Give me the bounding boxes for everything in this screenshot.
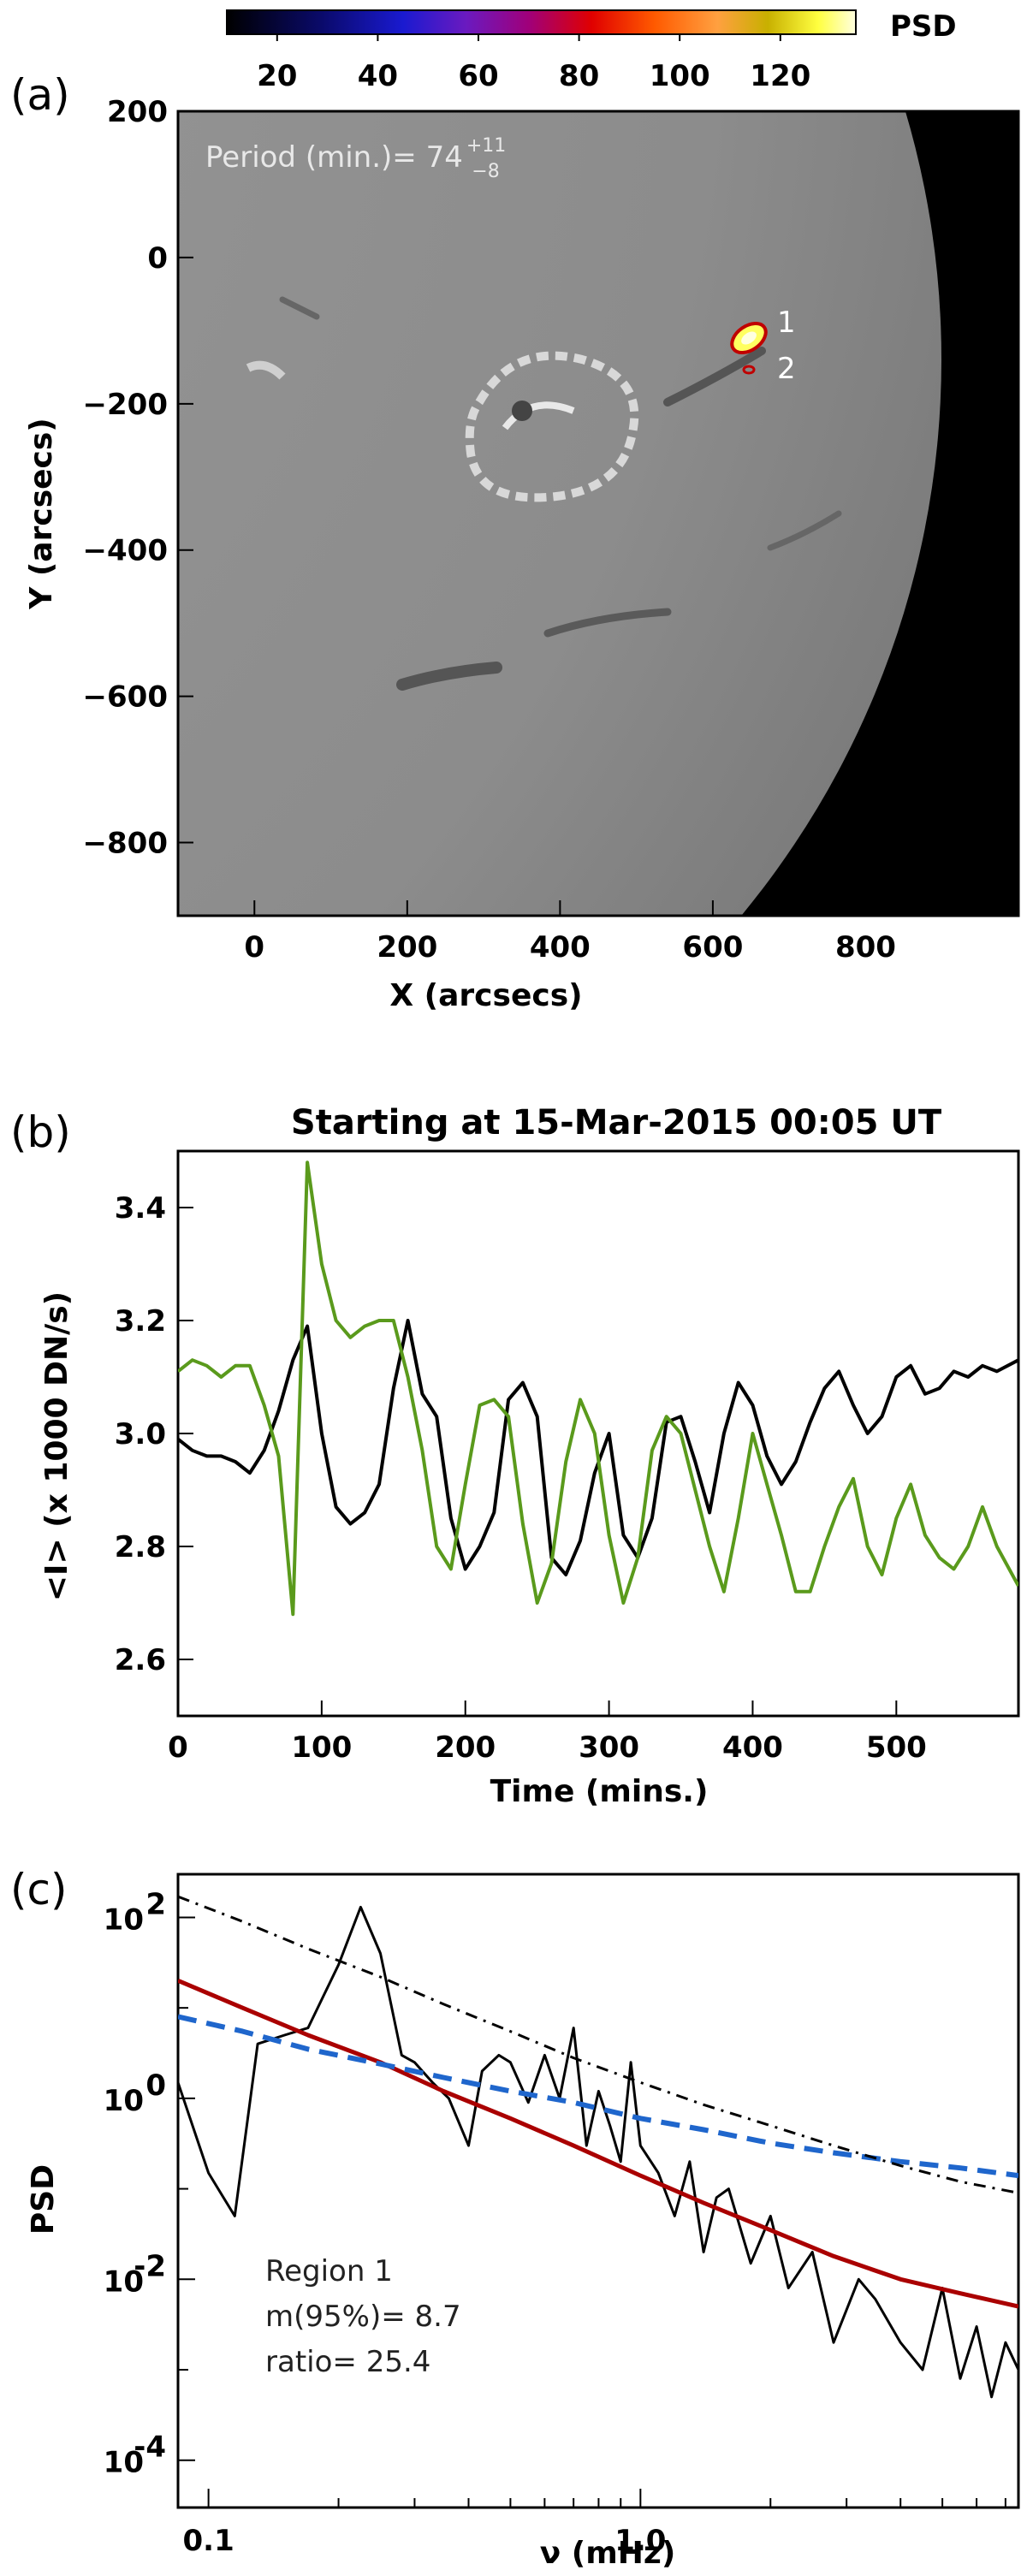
filament-1	[663, 347, 766, 407]
x-tick-label: 800	[835, 930, 896, 965]
y-tick-label: 10	[104, 1902, 144, 1937]
y-tick-label: 2.8	[115, 1530, 166, 1564]
panel-c-label: (c)	[10, 1865, 68, 1914]
x-tick-label: 100	[291, 1730, 352, 1765]
panel-c-lines	[178, 1895, 1018, 2399]
panel-b-lines	[178, 1160, 1018, 1617]
panel-a-axes: 0 200 400 600 800 200 0 −200 −400 −600 −800	[83, 95, 896, 965]
filament-5	[279, 296, 320, 320]
contour-region-2	[742, 365, 756, 375]
panel-b-xlabel: Time (mins.)	[490, 1774, 709, 1809]
panel-a-ylabel: Y (arcsecs)	[24, 418, 59, 610]
annot-m95: m(95%)= 8.7	[265, 2300, 461, 2334]
x-tick-label: 200	[377, 930, 437, 965]
x-tick-label: 0.1	[183, 2524, 234, 2558]
y-tick-label: 200	[107, 95, 168, 129]
panel-a-xlabel: X (arcsecs)	[389, 978, 582, 1013]
plage-west	[246, 360, 286, 380]
region-label-2: 2	[777, 352, 796, 386]
colorbar-tick-label: 100	[650, 59, 710, 93]
y-tick-label: 10	[104, 2446, 144, 2480]
x-tick-label: 0	[244, 930, 264, 965]
series-line-2	[178, 2014, 1018, 2179]
y-tick-exponent: -2	[134, 2249, 166, 2283]
active-region-plage	[465, 351, 639, 502]
colorbar-tick-label: 80	[559, 59, 599, 93]
x-tick-label: 500	[866, 1730, 927, 1765]
x-tick-label: 400	[722, 1730, 783, 1765]
y-tick-exponent: -4	[134, 2431, 166, 2465]
x-tick-label: 300	[579, 1730, 639, 1765]
panel-c-axes: 0.1 1.010 210 010-210-4	[104, 1887, 1006, 2558]
y-tick-label: −200	[83, 388, 168, 422]
series-line-0	[178, 1905, 1018, 2399]
panel-c-xlabel: ν (mHz)	[540, 2536, 676, 2571]
panel-a-frame	[176, 110, 1020, 917]
colorbar-ticks: 20 40 60 80 100 120	[257, 34, 810, 93]
y-tick-label: 3.0	[115, 1417, 166, 1451]
panel-b-axes: 0 100 200 300 400 500 2.6 2.8 3.0 3.2 3.4	[115, 1191, 927, 1765]
y-tick-label: 3.2	[115, 1304, 166, 1338]
colorbar-tick-label: 120	[750, 59, 810, 93]
y-tick-label: 10	[104, 2084, 144, 2118]
colorbar-label: PSD	[890, 9, 957, 44]
colorbar-tick-label: 20	[257, 59, 297, 93]
panel-b-title: Starting at 15-Mar-2015 00:05 UT	[291, 1103, 942, 1143]
y-tick-label: −600	[83, 680, 168, 715]
region-label-1: 1	[777, 306, 796, 340]
y-tick-label: −800	[83, 827, 168, 861]
period-text: Period (min.)= 74 +11 −8	[205, 135, 506, 182]
y-tick-exponent: 0	[145, 2069, 166, 2103]
sunspot	[512, 401, 532, 421]
series-line-0	[178, 1319, 1018, 1576]
colorbar-tick-label: 60	[458, 59, 498, 93]
annot-region: Region 1	[265, 2254, 393, 2288]
plage-bright	[502, 401, 575, 430]
panel-c-frame	[176, 1873, 1020, 2509]
filament-3	[396, 662, 502, 691]
y-tick-label: 2.6	[115, 1643, 166, 1677]
filament-4	[767, 510, 842, 551]
panel-b: (b) Starting at 15-Mar-2015 00:05 UT 0 10…	[10, 1103, 1020, 1809]
panel-a: PSD 20 40 60 80 100 120 (a) 1 2 Period (min.)	[10, 9, 1020, 1013]
x-tick-label: 600	[682, 930, 743, 965]
solar-disk	[178, 111, 941, 916]
contour-core	[741, 331, 757, 345]
panel-c: (c) 0.1 1.010 210 010-210-4 Region 1 m(95%)…	[10, 1865, 1020, 2571]
series-line-1	[178, 1978, 1018, 2309]
panel-b-label: (b)	[10, 1107, 71, 1157]
y-tick-label: 3.4	[115, 1191, 166, 1226]
colorbar-tick-label: 40	[358, 59, 398, 93]
series-line-1	[178, 1160, 1018, 1617]
panel-a-label: (a)	[10, 70, 70, 120]
panel-c-ylabel: PSD	[26, 2164, 61, 2235]
y-tick-label: 0	[147, 241, 168, 276]
solar-image	[178, 111, 941, 916]
y-tick-label: 10	[104, 2264, 144, 2299]
annot-ratio: ratio= 25.4	[265, 2345, 430, 2379]
filament-2	[543, 608, 672, 638]
x-tick-label: 200	[435, 1730, 496, 1765]
x-tick-label: 1.0	[614, 2524, 666, 2558]
x-tick-label: 0	[168, 1730, 188, 1765]
series-line-3	[178, 1895, 1018, 2194]
y-tick-label: −400	[83, 534, 168, 568]
colorbar	[226, 9, 857, 35]
panel-b-ylabel: <I> (x 1000 DN/s)	[39, 1291, 74, 1601]
y-tick-exponent: 2	[145, 1887, 166, 1921]
x-tick-label: 400	[530, 930, 591, 965]
